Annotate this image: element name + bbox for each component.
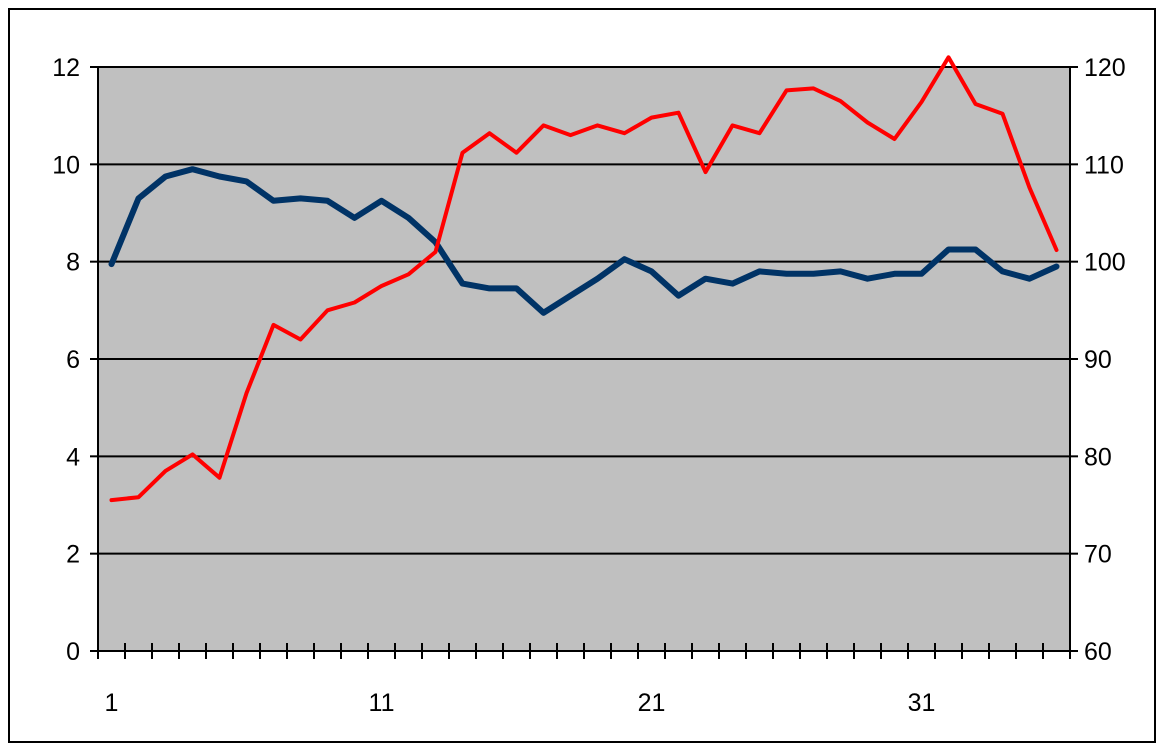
y-right-tick-label: 80 — [1084, 443, 1112, 471]
y-right-tick-label: 70 — [1084, 541, 1112, 569]
series-line-right-axis — [109, 55, 1059, 503]
gridlines — [98, 66, 1070, 555]
y-left-tick-label: 6 — [66, 346, 80, 374]
series-line-left-axis — [108, 166, 1060, 316]
axes — [90, 66, 1078, 659]
series-layer — [108, 55, 1060, 503]
y-left-tick-label: 10 — [52, 151, 80, 179]
y-right-tick-label: 110 — [1084, 151, 1124, 179]
y-left-tick-label: 0 — [66, 638, 80, 666]
x-tick-label: 21 — [638, 689, 666, 717]
y-right-tick-label: 120 — [1084, 54, 1126, 82]
y-left-tick-label: 8 — [66, 249, 80, 277]
y-left-tick-label: 2 — [66, 541, 80, 569]
x-tick-label: 11 — [369, 689, 395, 717]
y-left-tick-label: 12 — [52, 54, 80, 82]
y-left-tick-label: 4 — [66, 443, 80, 471]
x-tick-label: 31 — [908, 689, 936, 717]
y-right-tick-label: 100 — [1084, 249, 1126, 277]
x-tick-label: 1 — [105, 689, 119, 717]
y-right-tick-label: 90 — [1084, 346, 1112, 374]
y-right-tick-label: 60 — [1084, 638, 1112, 666]
